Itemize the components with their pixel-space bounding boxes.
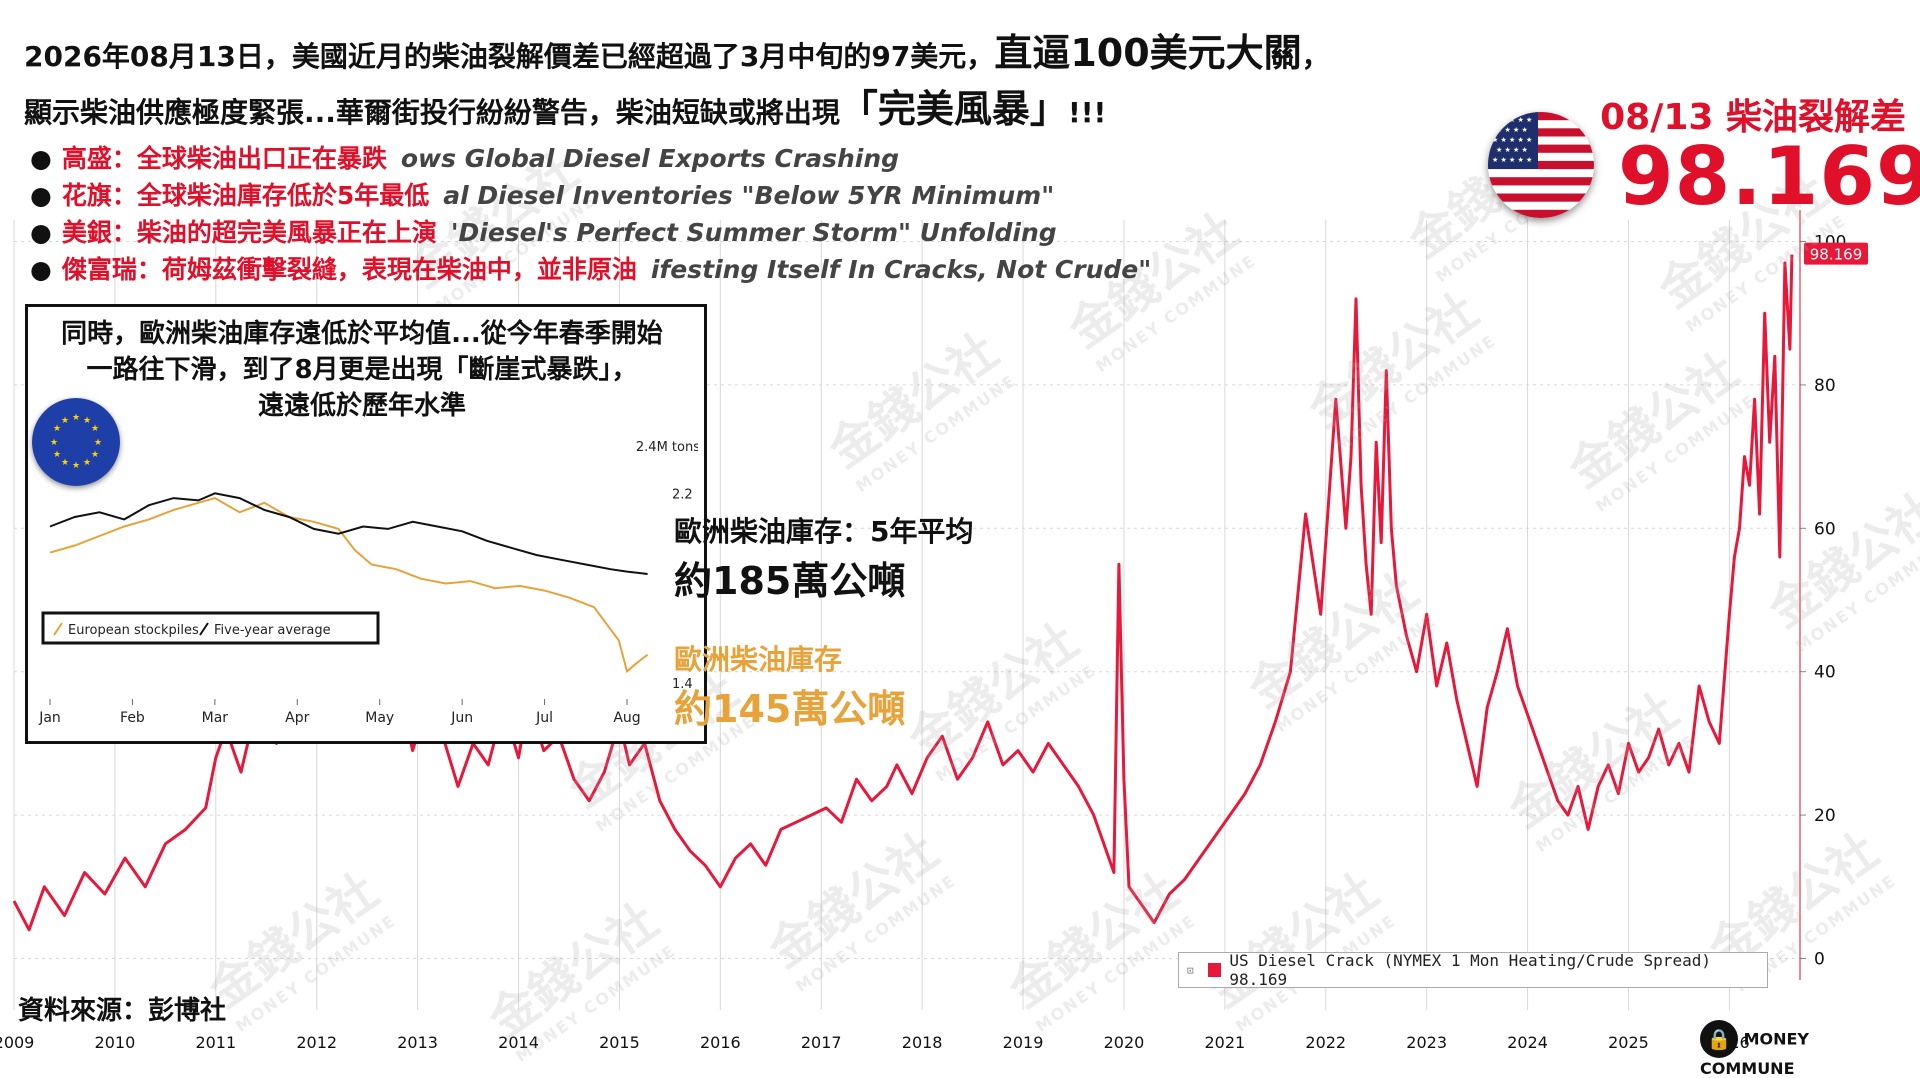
x-tick-label: 2013 <box>397 1033 438 1052</box>
legend-avg-label: Five-year average <box>214 623 331 638</box>
headline-exclaim: !!! <box>1068 96 1106 129</box>
headline-line-1: 2026年08月13日，美國近月的柴油裂解價差已經超過了3月中旬的97美元，直逼… <box>24 22 1330 77</box>
headline-subtext: 顯示柴油供應極度緊張...華爾街投行紛紛警告，柴油短缺或將出現 <box>24 96 840 129</box>
x-tick-label: 2023 <box>1406 1033 1447 1052</box>
list-item: ● 美銀：柴油的超完美風暴正在上演 'Diesel's Perfect Summer… <box>30 214 1151 251</box>
crack-callout-value: 98.169 <box>1618 130 1920 223</box>
svg-text:★: ★ <box>72 461 80 471</box>
inset-x-tick-label: Feb <box>120 710 145 726</box>
inset-legend: European stockpiles Five-year average <box>43 613 378 643</box>
headline-line-2: 顯示柴油供應極度緊張...華爾街投行紛紛警告，柴油短缺或將出現「完美風暴」!!! <box>24 78 1106 133</box>
x-tick-label: 2010 <box>95 1033 136 1052</box>
svg-text:★ ★ ★ ★ ★: ★ ★ ★ ★ ★ <box>1492 136 1532 144</box>
legend-label: US Diesel Crack (NYMEX 1 Mon Heating/Cru… <box>1229 951 1767 989</box>
bullet-zh: 高盛：全球柴油出口正在暴跌 <box>62 144 387 173</box>
avg-annotation-line1: 歐洲柴油庫存：5年平均 <box>674 510 973 550</box>
x-tick-label: 2012 <box>296 1033 337 1052</box>
inset-y-tick-label: 2.2 <box>672 487 693 502</box>
y-tick-label: 60 <box>1814 519 1836 539</box>
x-tick-label: 2017 <box>801 1033 842 1052</box>
headline-perfect-storm: 「完美風暴」 <box>840 87 1068 131</box>
avg-annotation: 歐洲柴油庫存：5年平均 約185萬公噸 <box>674 510 973 605</box>
svg-text:★: ★ <box>61 458 69 468</box>
list-item: ● 傑富瑞：荷姆茲衝擊裂縫，表現在柴油中，並非原油 ifesting Itself … <box>30 251 1151 288</box>
headline-date-text: 2026年08月13日，美國近月的柴油裂解價差已經超過了3月中旬的97美元， <box>24 40 994 73</box>
inset-series-five-year-avg <box>50 493 648 574</box>
y-tick-label: 40 <box>1814 663 1836 683</box>
x-tick-label: 2020 <box>1104 1033 1145 1052</box>
inset-x-tick-label: May <box>365 710 394 726</box>
x-tick-label: 2015 <box>599 1033 640 1052</box>
inset-text-line: 遠遠低於歷年水準 <box>12 388 712 424</box>
headline-comma: ， <box>1302 40 1330 73</box>
x-tick-label: 2018 <box>902 1033 943 1052</box>
x-tick-label: 2019 <box>1003 1033 1044 1052</box>
x-tick-label: 2016 <box>700 1033 741 1052</box>
svg-text:★: ★ <box>53 450 61 460</box>
stock-annotation-line1: 歐洲柴油庫存 <box>674 638 905 678</box>
svg-text:★: ★ <box>50 438 58 448</box>
headline-emphasis: 直逼100美元大關 <box>994 31 1301 75</box>
bullet-dot: ● <box>30 181 52 210</box>
money-commune-logo: 🔒 MONEY COMMUNE <box>1700 1020 1890 1070</box>
bullet-dot: ● <box>30 144 52 173</box>
x-tick-label: 2021 <box>1204 1033 1245 1052</box>
bullet-zh: 傑富瑞：荷姆茲衝擊裂縫，表現在柴油中，並非原油 <box>62 255 637 284</box>
bullet-en: al Diesel Inventories "Below 5YR Minimum… <box>443 181 1054 210</box>
last-value-label: 98.169 <box>1810 246 1863 264</box>
inset-x-tick-label: Jan <box>38 710 61 726</box>
lock-icon: 🔒 <box>1700 1020 1738 1058</box>
svg-text:★ ★ ★ ★: ★ ★ ★ ★ <box>1496 146 1528 154</box>
source-note: 資料來源：彭博社 <box>18 990 226 1027</box>
bullet-zh: 花旗：全球柴油庫存低於5年最低 <box>62 181 429 210</box>
inset-unit-label: 2.4M tons <box>636 440 698 455</box>
svg-text:★: ★ <box>91 450 99 460</box>
x-tick-label: 2024 <box>1507 1033 1548 1052</box>
x-tick-label: 2025 <box>1608 1033 1649 1052</box>
avg-annotation-line2: 約185萬公噸 <box>674 550 973 605</box>
stock-annotation: 歐洲柴油庫存 約145萬公噸 <box>674 638 905 733</box>
inset-x-tick-label: Jul <box>535 710 553 726</box>
legend-toggle-icon: ⊡ <box>1187 964 1194 977</box>
bullet-zh: 美銀：柴油的超完美風暴正在上演 <box>62 218 437 247</box>
legend-stock-label: European stockpiles <box>68 623 199 638</box>
bullet-en: ifesting Itself In Cracks, Not Crude" <box>651 255 1151 284</box>
y-tick-label: 0 <box>1814 949 1825 969</box>
inset-x-tick-label: Jun <box>450 710 473 726</box>
inset-description: 同時，歐洲柴油庫存遠低於平均值...從今年春季開始 一路往下滑，到了8月更是出現… <box>12 316 712 424</box>
x-tick-label: 2009 <box>0 1033 34 1052</box>
svg-text:★ ★ ★ ★ ★: ★ ★ ★ ★ ★ <box>1492 156 1532 164</box>
svg-text:★: ★ <box>83 458 91 468</box>
bullet-en: ows Global Diesel Exports Crashing <box>401 144 899 173</box>
y-tick-label: 20 <box>1814 806 1836 826</box>
svg-text:★: ★ <box>91 424 99 434</box>
inset-x-tick-label: Aug <box>613 710 640 726</box>
list-item: ● 花旗：全球柴油庫存低於5年最低 al Diesel Inventories "B… <box>30 177 1151 214</box>
x-tick-label: 2014 <box>498 1033 539 1052</box>
bullet-dot: ● <box>30 255 52 284</box>
stock-annotation-line2: 約145萬公噸 <box>674 678 905 733</box>
x-tick-label: 2022 <box>1305 1033 1346 1052</box>
list-item: ● 高盛：全球柴油出口正在暴跌 ows Global Diesel Exports … <box>30 140 1151 177</box>
bullet-en: 'Diesel's Perfect Summer Storm" Unfoldin… <box>451 218 1057 247</box>
inset-text-line: 一路往下滑，到了8月更是出現「斷崖式暴跌」， <box>12 352 712 388</box>
inset-series-stockpiles <box>50 498 648 671</box>
x-tick-label: 2011 <box>195 1033 236 1052</box>
bullet-dot: ● <box>30 218 52 247</box>
y-tick-label: 80 <box>1814 376 1836 396</box>
chart-legend: ⊡ US Diesel Crack (NYMEX 1 Mon Heating/C… <box>1178 952 1768 988</box>
inset-x-tick-label: Mar <box>202 710 229 726</box>
bank-warnings-list: ● 高盛：全球柴油出口正在暴跌 ows Global Diesel Exports … <box>30 140 1151 288</box>
inset-x-tick-label: Apr <box>285 710 309 726</box>
legend-swatch <box>1208 963 1222 977</box>
us-flag-icon: ★ ★ ★ ★ ★★ ★ ★ ★ ★ ★ ★ ★ ★★ ★ ★ ★ ★ ★ ★ … <box>1488 112 1594 218</box>
inset-text-line: 同時，歐洲柴油庫存遠低於平均值...從今年春季開始 <box>12 316 712 352</box>
svg-text:★: ★ <box>53 424 61 434</box>
svg-text:★: ★ <box>94 438 102 448</box>
